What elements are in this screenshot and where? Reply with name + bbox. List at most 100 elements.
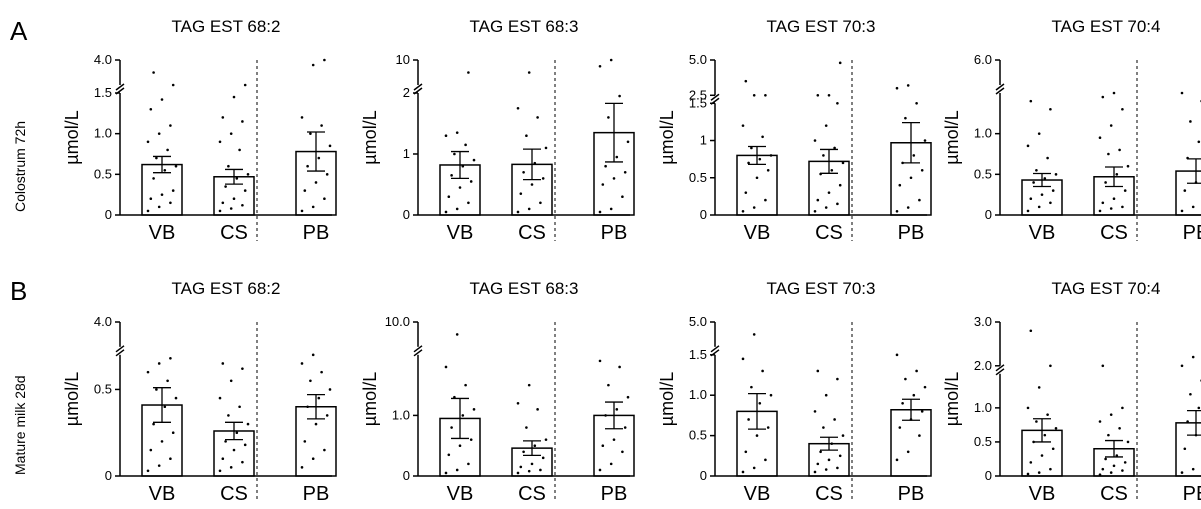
data-point: [235, 431, 239, 435]
x-tick-label: PB: [303, 222, 330, 244]
row-label-mature-milk: Mature milk 28d: [12, 375, 28, 475]
data-point: [612, 438, 616, 441]
data-point: [741, 470, 745, 474]
data-point: [1049, 107, 1052, 111]
data-point: [1037, 471, 1041, 474]
y-axis-label: µmol/L: [942, 372, 962, 426]
data-point: [527, 207, 531, 211]
data-point: [533, 161, 537, 165]
data-point: [160, 440, 164, 443]
data-point: [1101, 201, 1105, 205]
data-point: [221, 201, 225, 205]
y-tick-label: 0.5: [94, 166, 112, 181]
data-point: [824, 468, 828, 471]
data-point: [453, 395, 456, 399]
data-point: [741, 209, 745, 213]
data-point: [539, 468, 542, 472]
data-point: [1032, 440, 1035, 444]
data-point: [1104, 457, 1107, 461]
y-tick-label: 1.5: [94, 85, 112, 100]
data-point: [1049, 364, 1052, 368]
x-tick-label: CS: [1100, 483, 1128, 505]
data-point: [612, 177, 616, 180]
data-point: [1191, 205, 1195, 209]
data-point: [152, 422, 155, 426]
data-point: [311, 205, 315, 209]
data-point: [155, 156, 158, 160]
data-point: [1109, 124, 1113, 127]
data-point: [816, 198, 820, 202]
data-point: [920, 169, 924, 172]
data-point: [1118, 427, 1121, 430]
data-point: [527, 71, 531, 74]
axis-break-mark: [413, 83, 423, 91]
data-point: [1026, 144, 1030, 148]
data-point: [824, 124, 828, 127]
x-tick-label: PB: [601, 483, 628, 505]
data-point: [152, 177, 155, 180]
data-point: [160, 193, 164, 196]
data-point: [447, 453, 451, 457]
y-axis-label: µmol/L: [942, 110, 962, 164]
data-point: [453, 152, 456, 156]
data-point: [174, 396, 178, 400]
data-point: [816, 462, 820, 466]
data-point: [527, 469, 531, 473]
data-point: [1107, 433, 1110, 437]
data-point: [1101, 467, 1105, 471]
data-point: [1098, 473, 1102, 476]
data-point: [747, 161, 750, 165]
axis-break-mark: [710, 345, 720, 353]
data-point: [303, 440, 307, 443]
chart-3: TAG EST 70:3 µmol/L 0 0.5 1 1.52.5 5.0 VB CS PB: [657, 17, 932, 244]
data-point: [1035, 420, 1038, 423]
data-point: [1029, 461, 1033, 464]
y-tick-label: 0.5: [974, 166, 992, 181]
x-tick-label: VB: [1029, 483, 1056, 505]
data-point: [1180, 91, 1184, 95]
data-point: [1098, 209, 1102, 213]
data-point: [218, 396, 222, 400]
data-point: [1197, 140, 1201, 144]
x-tick-label: PB: [1183, 222, 1201, 244]
data-point: [1189, 392, 1192, 396]
data-point: [918, 198, 921, 202]
data-point: [1049, 201, 1052, 205]
data-point: [1046, 156, 1049, 160]
data-point: [1123, 461, 1127, 464]
data-point: [1180, 471, 1184, 474]
data-point: [455, 468, 459, 472]
data-point: [822, 426, 825, 429]
data-point: [149, 107, 153, 111]
data-point: [323, 197, 326, 201]
data-point: [1183, 189, 1187, 192]
data-point: [458, 186, 462, 189]
data-point: [522, 450, 525, 454]
data-point: [323, 58, 326, 62]
data-point: [755, 434, 759, 437]
data-point: [163, 168, 167, 172]
data-point: [241, 460, 244, 464]
axis-break-mark: [995, 368, 1005, 376]
data-point: [904, 377, 907, 381]
data-point: [609, 58, 613, 62]
data-point: [1121, 205, 1124, 209]
x-tick-label: PB: [303, 483, 330, 505]
data-point: [898, 183, 902, 187]
data-point: [539, 201, 542, 205]
y-tick-label: 0: [700, 468, 707, 483]
data-point: [836, 101, 839, 105]
data-point: [232, 197, 236, 201]
y-tick-label: 0: [105, 468, 112, 483]
data-point: [300, 362, 304, 365]
y-tick-label: 0: [105, 207, 112, 222]
data-point: [455, 207, 459, 211]
data-point: [447, 195, 451, 198]
data-point: [1180, 209, 1184, 213]
chart-title: TAG EST 68:3: [470, 279, 579, 298]
data-point: [450, 426, 453, 429]
axis-break-mark: [995, 83, 1005, 91]
data-point: [598, 359, 602, 363]
data-point: [752, 466, 756, 470]
